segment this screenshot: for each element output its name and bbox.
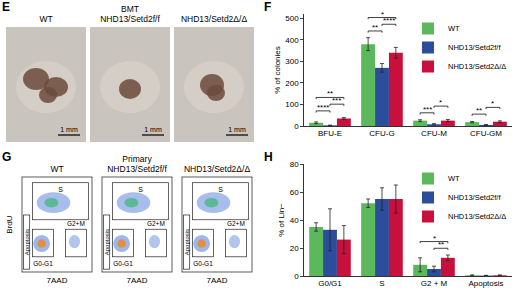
svg-text:CFU-M: CFU-M [421,129,447,138]
svg-text:NHD13/Setd2f/f: NHD13/Setd2f/f [100,14,160,24]
html-text:F: F [264,0,272,14]
svg-text:BFU-E: BFU-E [318,129,342,138]
svg-text:Apoptosis: Apoptosis [24,229,30,255]
svg-text:****: **** [317,103,329,112]
svg-text:G2+M: G2+M [227,220,245,227]
svg-text:NHD13/Setd2Δ/Δ: NHD13/Setd2Δ/Δ [181,14,247,24]
svg-text:WT: WT [448,174,460,183]
svg-text:E: E [2,0,10,14]
svg-text:NHD13/Setd2f/f: NHD13/Setd2f/f [448,43,501,52]
svg-text:Apoptosis: Apoptosis [184,229,190,255]
svg-text:300: 300 [285,57,299,66]
svg-text:S: S [379,279,384,288]
svg-text:NHD13/Setd2Δ/Δ: NHD13/Setd2Δ/Δ [184,164,250,174]
svg-text:0: 0 [294,122,299,131]
svg-text:200: 200 [285,79,299,88]
svg-text:***: *** [332,96,341,105]
svg-text:**: ** [476,106,482,115]
svg-text:80: 80 [290,160,299,169]
svg-text:7AAD: 7AAD [47,276,68,285]
svg-text:400: 400 [285,36,299,45]
svg-text:G0-G1: G0-G1 [33,260,53,267]
svg-text:S: S [58,186,63,193]
svg-text:G0-G1: G0-G1 [193,260,213,267]
svg-text:1 mm: 1 mm [228,126,246,133]
svg-text:**: ** [438,240,444,249]
svg-text:*: * [491,99,494,108]
svg-text:G0-G1: G0-G1 [113,260,133,267]
svg-text:G0/G1: G0/G1 [318,279,342,288]
svg-text:***: *** [423,105,432,114]
svg-text:**: ** [372,23,378,32]
svg-text:60: 60 [290,188,299,197]
svg-text:S: S [218,186,223,193]
svg-text:Apoptosis: Apoptosis [468,279,503,288]
svg-text:% of colonies: % of colonies [273,46,282,94]
svg-text:1 mm: 1 mm [60,126,78,133]
svg-text:S: S [138,186,143,193]
svg-text:****: **** [383,16,395,25]
svg-text:7AAD: 7AAD [127,276,148,285]
svg-text:500: 500 [285,14,299,23]
svg-text:NHD13/Setd2Δ/Δ: NHD13/Setd2Δ/Δ [448,212,506,221]
svg-text:*: * [381,10,384,19]
svg-text:100: 100 [285,100,299,109]
svg-text:*: * [433,234,436,243]
svg-text:G2+M: G2+M [147,220,165,227]
svg-text:NHD13/Setd2Δ/Δ: NHD13/Setd2Δ/Δ [448,62,506,71]
svg-text:0: 0 [294,272,299,281]
svg-text:40: 40 [290,216,299,225]
svg-text:% of Lin−: % of Lin− [277,203,286,237]
svg-text:NHD13/Setd2f/f: NHD13/Setd2f/f [448,193,501,202]
svg-text:G2 + M: G2 + M [421,279,448,288]
svg-text:**: ** [327,89,333,98]
svg-text:Primary: Primary [122,154,152,164]
svg-text:7AAD: 7AAD [207,276,228,285]
svg-text:G: G [2,150,11,164]
svg-text:Apoptosis: Apoptosis [104,229,110,255]
svg-text:20: 20 [290,244,299,253]
svg-text:CFU-G: CFU-G [369,129,394,138]
svg-text:1 mm: 1 mm [144,126,162,133]
svg-text:*: * [439,98,442,107]
svg-text:WT: WT [448,24,460,33]
html-text:H: H [264,150,273,164]
svg-text:CFU-GM: CFU-GM [470,129,502,138]
svg-text:NHD13/Setd2f/f: NHD13/Setd2f/f [107,164,167,174]
svg-text:BrdU: BrdU [5,215,14,233]
svg-text:G2+M: G2+M [67,220,85,227]
svg-text:BMT: BMT [121,4,139,14]
svg-text:WT: WT [50,164,63,174]
svg-text:WT: WT [39,14,52,24]
